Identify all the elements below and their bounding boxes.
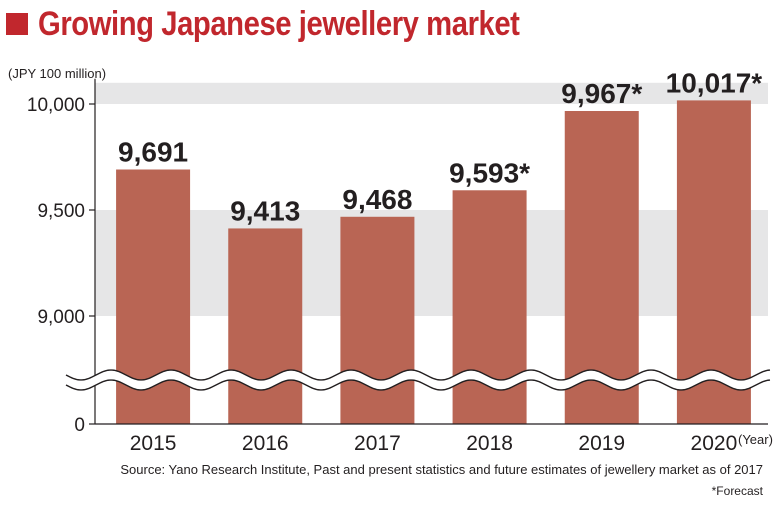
axis-break-line-upper <box>65 369 771 381</box>
bar <box>564 110 639 424</box>
y-tick-label: 0 <box>74 415 85 436</box>
bar-data-label: 9,413 <box>230 195 300 226</box>
y-tick-label: 9,000 <box>37 307 85 328</box>
bar-data-label: 9,691 <box>118 137 188 168</box>
bar <box>452 190 527 424</box>
axis-break-fill <box>66 370 770 390</box>
title-square-icon <box>6 13 28 35</box>
source-note: Source: Yano Research Institute, Past an… <box>120 462 763 477</box>
bar-data-label: 10,017* <box>666 67 763 98</box>
y-tick-label: 10,000 <box>27 95 85 116</box>
chart-title-text: Growing Japanese jewellery market <box>38 4 520 43</box>
x-tick-label: 2016 <box>242 432 289 455</box>
bar-data-label: 9,468 <box>342 184 412 215</box>
bar <box>228 228 303 424</box>
forecast-footnote: *Forecast <box>711 484 763 498</box>
x-tick-label: 2017 <box>354 432 401 455</box>
bar <box>340 216 415 424</box>
y-axis-unit-label: (JPY 100 million) <box>8 66 107 81</box>
chart-title: Growing Japanese jewellery market <box>6 2 598 46</box>
gridline-band <box>95 210 768 316</box>
x-tick-label: 2020 <box>691 432 738 455</box>
x-tick-label: 2018 <box>466 432 513 455</box>
axis-break-line-lower <box>65 379 771 391</box>
y-tick-label: 9,500 <box>37 201 85 222</box>
bar-data-label: 9,593* <box>449 157 530 188</box>
gridline-band <box>95 82 768 104</box>
x-tick-label: 2015 <box>130 432 177 455</box>
x-axis-label: (Year) <box>738 432 773 447</box>
x-tick-label: 2019 <box>578 432 625 455</box>
bar-data-label: 9,967* <box>561 78 642 109</box>
